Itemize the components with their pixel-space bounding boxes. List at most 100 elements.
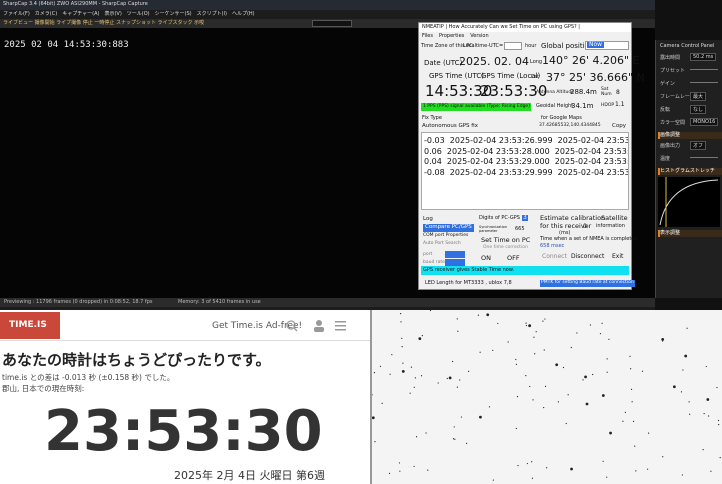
star xyxy=(706,398,710,401)
panel-label: 露出時間 xyxy=(660,55,681,61)
exit-button[interactable]: Exit xyxy=(612,253,624,260)
star xyxy=(486,313,490,317)
panel-label: プリセット xyxy=(660,68,686,74)
header-icons[interactable] xyxy=(285,318,355,334)
baud-select[interactable] xyxy=(445,259,465,266)
select[interactable] xyxy=(585,41,629,50)
star xyxy=(601,322,603,324)
star xyxy=(684,354,688,358)
select-value[interactable]: Now xyxy=(587,41,605,48)
star xyxy=(606,371,608,373)
button[interactable]: COM port Properties xyxy=(423,233,469,238)
label: for Google Maps xyxy=(541,115,582,121)
dropdown[interactable] xyxy=(312,20,352,27)
star xyxy=(599,333,602,335)
label: Set Time on PC xyxy=(481,236,531,244)
log-select[interactable]: Compare PC/GPS xyxy=(423,224,474,232)
sync: 665 xyxy=(515,226,525,232)
stable-text: GPS receiver gives Stable Time now. xyxy=(423,267,515,273)
star xyxy=(544,318,546,320)
star xyxy=(534,353,536,355)
menu-item[interactable]: スクリプト(I) xyxy=(196,11,227,17)
logo[interactable]: TIME.IS xyxy=(9,320,47,330)
panel-label: ゲイン xyxy=(660,81,675,87)
label: LED Length for MT3333 , ublox 7,8 xyxy=(425,280,512,286)
star xyxy=(584,375,587,379)
menu-item[interactable]: Properties xyxy=(438,33,465,39)
tz-input[interactable] xyxy=(504,42,522,50)
star xyxy=(388,472,391,475)
menu-item[interactable]: ツール(O) xyxy=(126,11,150,17)
label: baud rate xyxy=(423,260,445,265)
menu-item[interactable]: Files xyxy=(422,33,433,39)
star xyxy=(567,394,569,396)
disconnect-button[interactable]: Disconnect xyxy=(571,253,605,260)
port-select[interactable] xyxy=(445,251,465,258)
star xyxy=(689,413,691,415)
label: port xyxy=(423,252,433,257)
slider xyxy=(690,82,718,83)
log-line: -0.08 2025-02-04 23:53:29.999 2025-02-04… xyxy=(424,167,629,177)
menu-item[interactable]: カメラ(C) xyxy=(34,11,58,17)
star xyxy=(585,402,589,406)
star xyxy=(609,431,612,435)
log-line: 0.04 2025-02-04 23:53:29.000 2025-02-04 … xyxy=(424,157,628,166)
menu-item[interactable]: Version xyxy=(470,33,489,39)
label: Satellite xyxy=(601,214,628,222)
menu-item[interactable]: ヘルプ(H) xyxy=(231,11,255,17)
star xyxy=(452,438,455,440)
star xyxy=(672,385,676,389)
star xyxy=(716,386,718,389)
star xyxy=(466,442,468,444)
label: Localtime-UTC= xyxy=(463,43,504,49)
star xyxy=(602,460,604,462)
logo-box[interactable] xyxy=(0,312,60,339)
label: (ms) xyxy=(559,230,571,236)
toolbar-text[interactable]: ライブビュー 撮像開始 ライブ撮像 停止 一時停止 スナップショット ライブスタ… xyxy=(3,20,205,26)
star xyxy=(641,370,644,372)
star xyxy=(582,379,584,381)
menu-item[interactable]: シーケンサー(S) xyxy=(154,11,192,17)
star xyxy=(662,456,664,458)
checkbox[interactable]: information xyxy=(596,223,625,229)
radio-off[interactable]: OFF xyxy=(507,254,520,262)
radio-on[interactable]: ON xyxy=(481,254,491,262)
dialog-menu: Files Properties Version xyxy=(422,34,489,39)
menu-item[interactable]: 表示(V) xyxy=(104,11,122,17)
sat-num: 8 xyxy=(616,89,620,96)
dialog-title: NMEATIP | How Accurately Can we Set Time… xyxy=(422,24,580,30)
adfree-link[interactable]: Get Time.is Ad-free! xyxy=(212,321,303,331)
checkbox[interactable]: One time correction xyxy=(483,245,528,250)
star xyxy=(401,337,403,339)
digits[interactable]: 3 xyxy=(522,214,528,221)
star xyxy=(525,324,527,327)
star xyxy=(630,368,632,370)
checkbox[interactable]: Auto Port Search xyxy=(423,241,461,246)
star-field xyxy=(372,310,722,484)
star xyxy=(515,358,517,361)
connect-button[interactable]: Connect xyxy=(542,253,567,260)
star xyxy=(492,349,494,351)
fix-type: Autonomous GPS fix xyxy=(422,123,478,129)
place: 郡山, 日本での現在時刻: xyxy=(2,384,85,393)
star xyxy=(421,334,423,337)
star xyxy=(557,401,559,403)
star xyxy=(562,366,565,369)
longitude: 140° 26' 4.206" E xyxy=(542,54,640,67)
star xyxy=(488,406,491,408)
copy-button[interactable]: Copy xyxy=(612,123,626,129)
star xyxy=(398,462,401,464)
status-bar xyxy=(0,298,655,307)
log-box: -0.03 2025-02-04 23:53:26.999 2025-02-04… xyxy=(421,132,629,210)
panel-value: 50.2 ms xyxy=(690,53,717,61)
panel-value: なし xyxy=(690,105,707,114)
star xyxy=(532,399,534,401)
star xyxy=(531,477,534,479)
menu-item[interactable]: キャプチャー(A) xyxy=(62,11,100,17)
pmtk-select[interactable]: PMTK for setting Baud rate at connection xyxy=(540,280,635,287)
star xyxy=(705,365,707,368)
label: Time when a set of NMEA is completed xyxy=(540,236,638,242)
menu-item[interactable]: ファイル(F) xyxy=(3,11,30,17)
stable-bar xyxy=(421,266,629,275)
